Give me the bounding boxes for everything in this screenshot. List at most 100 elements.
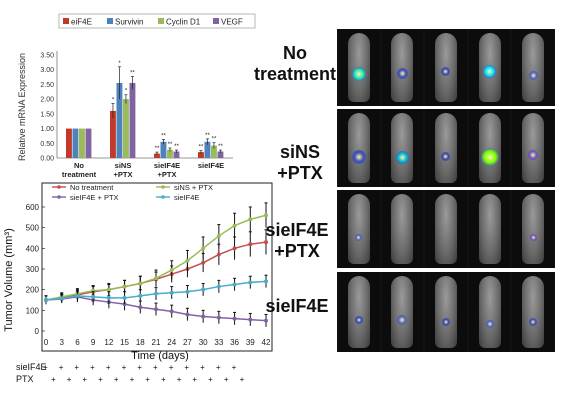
dosing-mark: + <box>161 375 166 384</box>
mouse-silhouette <box>391 194 414 264</box>
mouse-silhouette <box>522 113 545 183</box>
dosing-mark: + <box>192 375 197 384</box>
series-2 <box>44 291 268 327</box>
data-point <box>232 223 237 228</box>
x-tick-label: 39 <box>246 338 255 347</box>
tumor-chart-legend: No treatment siNS + PTX sieIF4E + PTX sieIF… <box>52 183 213 202</box>
x-category-label: sieIF4E <box>198 161 224 170</box>
bar <box>110 110 116 158</box>
data-point <box>201 314 206 319</box>
mouse-image <box>425 109 467 187</box>
dosing-mark: + <box>74 363 79 372</box>
mouse-silhouette <box>347 276 370 348</box>
data-point <box>232 316 237 321</box>
group-label-sins-ptx: siNS +PTX <box>260 142 340 184</box>
label-line: siNS <box>279 142 321 162</box>
imaging-panel <box>337 272 555 352</box>
dosing-mark: + <box>153 363 158 372</box>
dosing-mark: + <box>232 363 237 372</box>
mouse-image <box>468 29 511 106</box>
significance-mark: * <box>118 61 121 67</box>
y-tick-label: 0.50 <box>40 141 54 148</box>
luminescence-spot <box>397 315 408 325</box>
x-tick-label: 36 <box>230 338 239 347</box>
dosing-mark: + <box>106 363 111 372</box>
mouse-image <box>468 190 511 268</box>
bar <box>211 145 217 158</box>
data-point <box>138 305 143 310</box>
dosing-mark: + <box>184 363 189 372</box>
significance-mark: ** <box>212 137 217 143</box>
y-tick-label: 2.00 <box>40 97 54 104</box>
mouse-silhouette <box>522 194 545 264</box>
mouse-silhouette <box>522 276 545 348</box>
mouse-image <box>338 190 380 268</box>
y-tick-label: 3.00 <box>40 67 54 74</box>
data-point <box>185 312 190 317</box>
dosing-mark: + <box>114 375 119 384</box>
dosing-row-label: PTX <box>16 374 34 384</box>
dosing-schedule: sieIF4E+ + + + + + + + + + + + +PTX + + + + + + + + + + + + + <box>16 362 245 384</box>
dosing-mark: + <box>43 363 48 372</box>
mrna-y-axis-label: Relative mRNA Expression <box>17 53 27 161</box>
data-point <box>138 281 143 286</box>
dosing-mark: + <box>177 375 182 384</box>
mouse-silhouette <box>434 194 457 264</box>
legend-label: sieIF4E + PTX <box>70 193 119 202</box>
label-line: sieIF4E <box>265 296 329 316</box>
mouse-image <box>425 29 467 106</box>
legend-frame <box>58 13 256 29</box>
y-tick-label: 200 <box>26 286 40 295</box>
data-point <box>75 293 80 298</box>
data-point <box>44 298 48 302</box>
data-point <box>264 240 268 245</box>
significance-mark: ** <box>218 144 223 150</box>
mouse-image <box>425 190 467 268</box>
imaging-panel <box>337 29 555 106</box>
legend-marker <box>57 185 61 189</box>
legend-swatch <box>107 18 113 24</box>
x-category-label: +PTX <box>158 170 177 179</box>
mouse-image <box>381 109 424 187</box>
mouse-image <box>381 29 424 106</box>
legend-swatch <box>213 18 219 24</box>
dosing-mark: + <box>122 363 127 372</box>
bar <box>123 99 129 158</box>
significance-mark: ** <box>168 142 173 148</box>
legend-label: No treatment <box>70 183 114 192</box>
x-tick-label: 12 <box>104 338 113 347</box>
data-point <box>91 294 96 299</box>
x-tick-label: 0 <box>44 338 49 347</box>
x-tick-label: 27 <box>183 338 192 347</box>
x-tick-label: 15 <box>120 338 129 347</box>
x-category-label: siNS <box>115 161 132 170</box>
bar <box>198 152 204 158</box>
data-point <box>138 293 143 298</box>
y-tick-label: 300 <box>26 265 40 274</box>
bar <box>129 82 136 158</box>
luminescence-spot <box>528 150 539 160</box>
mouse-silhouette <box>347 194 370 264</box>
significance-mark: ** <box>205 133 210 139</box>
data-point <box>59 296 64 301</box>
x-category-label: No <box>74 161 84 170</box>
data-point <box>169 309 174 314</box>
luminescence-spot <box>529 233 537 241</box>
x-tick-label: 30 <box>199 338 208 347</box>
mouse-silhouette <box>478 194 501 264</box>
significance-mark: * <box>125 89 128 95</box>
tumor-y-axis-ticks: 0 100 200 300 400 500 600 <box>26 203 45 336</box>
tumor-series <box>44 202 268 327</box>
dosing-mark: + <box>98 375 103 384</box>
data-point <box>216 252 221 257</box>
significance-mark: ** <box>130 70 135 76</box>
data-point <box>201 287 206 292</box>
data-point <box>264 279 268 284</box>
data-point <box>232 246 237 251</box>
luminescence-spot <box>529 318 538 326</box>
tumor-chart-frame <box>41 182 273 352</box>
luminescence-spot <box>528 70 538 80</box>
bar <box>154 153 160 158</box>
significance-mark: ** <box>174 144 179 150</box>
